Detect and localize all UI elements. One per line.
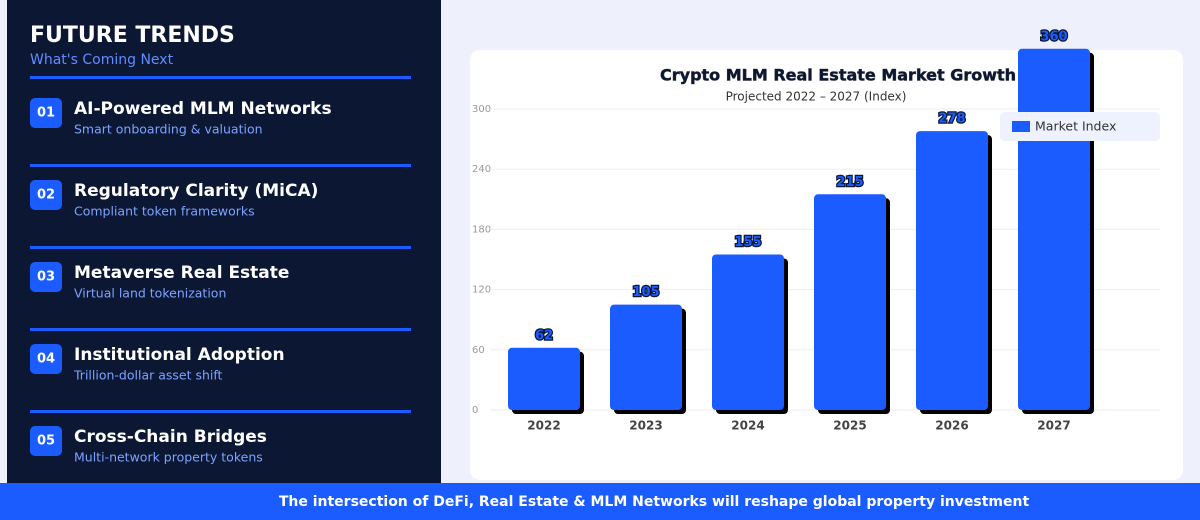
sidebar bbox=[7, 0, 441, 483]
value-label: 215 bbox=[836, 175, 863, 190]
divider bbox=[30, 246, 411, 249]
x-tick-label: 2023 bbox=[629, 419, 662, 433]
item-number: 03 bbox=[37, 270, 55, 285]
x-tick-label: 2022 bbox=[527, 419, 560, 433]
item-number: 01 bbox=[37, 106, 55, 121]
bar bbox=[814, 194, 886, 410]
y-tick-label: 120 bbox=[472, 285, 491, 296]
item-badge bbox=[30, 344, 62, 374]
divider bbox=[30, 328, 411, 331]
value-label: 62 bbox=[535, 328, 553, 343]
item-title: Regulatory Clarity (MiCA) bbox=[74, 181, 318, 201]
item-badge bbox=[30, 262, 62, 292]
x-tick-label: 2027 bbox=[1037, 419, 1070, 433]
bar bbox=[916, 131, 988, 410]
divider bbox=[30, 164, 411, 167]
item-subtitle: Virtual land tokenization bbox=[74, 286, 226, 301]
divider bbox=[30, 410, 411, 413]
footer-text: The intersection of DeFi, Real Estate & … bbox=[279, 494, 1030, 510]
x-tick-label: 2024 bbox=[731, 419, 764, 433]
footer-bar bbox=[0, 483, 1200, 520]
item-subtitle: Compliant token frameworks bbox=[74, 204, 255, 219]
sidebar-title: FUTURE TRENDS bbox=[30, 23, 235, 48]
chart-title: Crypto MLM Real Estate Market Growth bbox=[660, 66, 1016, 85]
item-title: Cross-Chain Bridges bbox=[74, 427, 267, 447]
bar bbox=[712, 254, 784, 410]
plot: 0 60 120 180 240 300 2022 62 2023 105 2024 155 2025 2… bbox=[472, 28, 1160, 433]
value-label: 360 bbox=[1040, 29, 1067, 44]
item-badge bbox=[30, 180, 62, 210]
sidebar-subtitle: What's Coming Next bbox=[30, 52, 174, 68]
chart-subtitle: Projected 2022 – 2027 (Index) bbox=[726, 90, 907, 104]
value-label: 155 bbox=[734, 235, 761, 250]
value-label: 105 bbox=[632, 285, 659, 300]
item-badge bbox=[30, 98, 62, 128]
value-label: 278 bbox=[938, 112, 965, 127]
item-badge bbox=[30, 426, 62, 456]
item-subtitle: Trillion-dollar asset shift bbox=[73, 368, 223, 383]
x-tick-label: 2025 bbox=[833, 419, 866, 433]
item-number: 05 bbox=[37, 434, 55, 449]
item-title: Metaverse Real Estate bbox=[74, 263, 289, 283]
item-subtitle: Smart onboarding & valuation bbox=[74, 122, 263, 137]
legend-label: Market Index bbox=[1035, 119, 1116, 134]
divider bbox=[30, 76, 411, 79]
y-tick-label: 180 bbox=[472, 224, 491, 235]
item-number: 04 bbox=[37, 352, 55, 367]
item-title: Institutional Adoption bbox=[74, 345, 285, 365]
bar bbox=[508, 347, 580, 410]
item-title: AI-Powered MLM Networks bbox=[74, 99, 332, 119]
legend-box bbox=[1000, 112, 1160, 141]
y-tick-label: 240 bbox=[472, 164, 491, 175]
item-number: 02 bbox=[37, 188, 55, 203]
item-subtitle: Multi-network property tokens bbox=[74, 450, 263, 465]
y-tick-label: 60 bbox=[472, 345, 485, 356]
legend-swatch bbox=[1012, 121, 1030, 132]
x-tick-label: 2026 bbox=[935, 419, 968, 433]
y-tick-label: 0 bbox=[472, 405, 478, 416]
bar bbox=[1018, 48, 1090, 411]
bar bbox=[610, 304, 682, 410]
y-tick-label: 300 bbox=[472, 104, 491, 115]
